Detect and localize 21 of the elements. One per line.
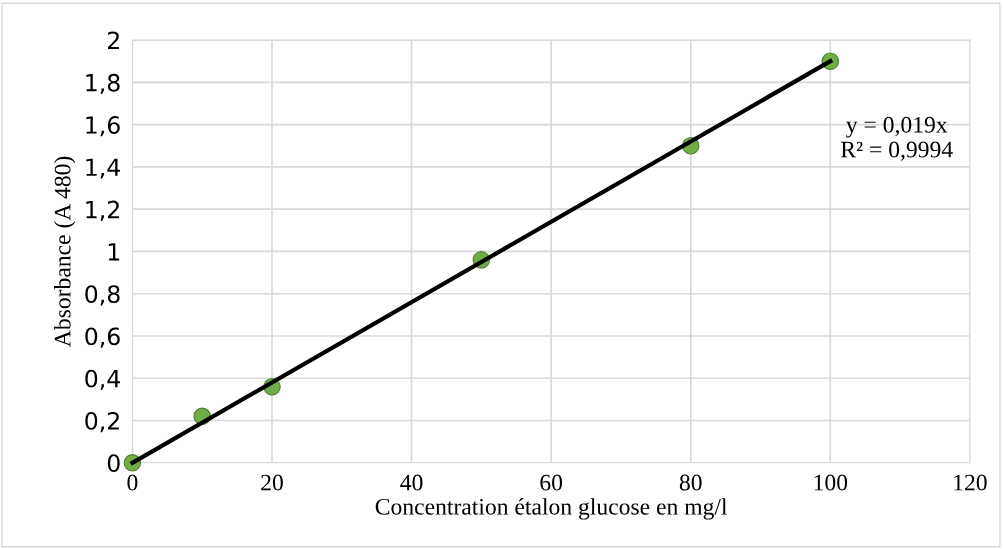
x-tick-label: 0	[127, 474, 138, 491]
y-tick-label: 1	[108, 243, 120, 261]
y-tick-label: 2	[107, 31, 119, 50]
x-tick-label: 80	[679, 474, 702, 491]
x-axis-title: Concentration étalon glucose en mg/l	[375, 498, 728, 520]
x-tick-label: 120	[954, 474, 987, 491]
annotation: y = 0,019x R² = 0,9994	[840, 116, 953, 161]
y-axis-title: Absorbance (A 480)	[53, 156, 76, 347]
y-tick-label: 1,2	[86, 200, 119, 221]
y-tick-label: 0,2	[85, 411, 119, 433]
y-tick-label: 1,8	[86, 73, 120, 95]
x-tick-label: 60	[540, 474, 563, 491]
x-tick-label: 40	[400, 474, 423, 491]
y-tick-label: 0,4	[85, 369, 120, 390]
y-tick-label: 0,8	[85, 285, 120, 306]
y-tick-label: 1,4	[86, 158, 120, 179]
y-tick-label: 0,6	[85, 327, 120, 348]
y-tick-label: 0	[107, 454, 120, 473]
x-tick-label: 20	[261, 474, 283, 491]
x-tick-label: 100	[814, 474, 848, 491]
y-tick-label: 1,6	[86, 116, 120, 137]
